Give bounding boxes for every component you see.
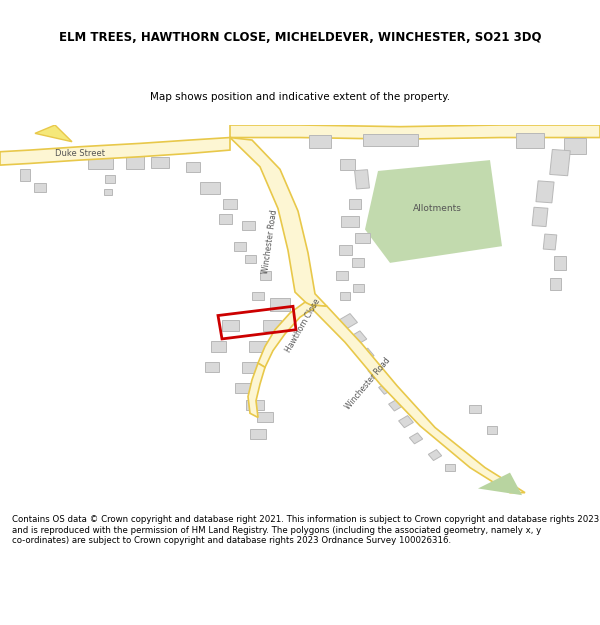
Polygon shape [365,160,502,263]
Polygon shape [245,254,256,263]
Polygon shape [0,138,230,165]
Polygon shape [211,341,226,352]
Polygon shape [234,242,246,251]
Polygon shape [223,199,237,209]
Polygon shape [409,433,422,444]
Polygon shape [35,125,72,142]
Polygon shape [445,464,455,471]
Polygon shape [258,302,315,368]
Text: Hawthorn Close: Hawthorn Close [284,297,322,354]
Polygon shape [246,400,264,410]
Polygon shape [252,292,264,301]
Polygon shape [186,162,200,172]
Text: ELM TREES, HAWTHORN CLOSE, MICHELDEVER, WINCHESTER, SO21 3DQ: ELM TREES, HAWTHORN CLOSE, MICHELDEVER, … [59,31,541,44]
Polygon shape [353,284,364,292]
Polygon shape [532,208,548,227]
Polygon shape [349,331,367,345]
Polygon shape [230,138,327,306]
Polygon shape [235,383,253,393]
Polygon shape [349,199,361,209]
Polygon shape [336,271,348,280]
Polygon shape [398,416,413,428]
Polygon shape [230,125,600,139]
Polygon shape [428,449,442,461]
Polygon shape [564,138,586,154]
Polygon shape [270,298,290,311]
Polygon shape [358,348,374,361]
Polygon shape [309,135,331,148]
Polygon shape [543,234,557,250]
Polygon shape [355,169,370,189]
Text: Allotments: Allotments [413,204,461,213]
Polygon shape [218,214,232,224]
Polygon shape [355,232,370,243]
Polygon shape [469,405,481,413]
Polygon shape [352,258,364,268]
Polygon shape [257,412,273,422]
Polygon shape [550,278,560,289]
Polygon shape [554,256,566,269]
Polygon shape [221,320,239,331]
Polygon shape [487,426,497,434]
Polygon shape [200,182,220,194]
Polygon shape [205,362,219,372]
Polygon shape [478,472,522,495]
Polygon shape [248,363,265,418]
Polygon shape [260,271,271,279]
Polygon shape [20,169,30,181]
Polygon shape [242,362,262,372]
Polygon shape [338,246,352,256]
Text: Winchester Road: Winchester Road [261,209,279,274]
Text: Contains OS data © Crown copyright and database right 2021. This information is : Contains OS data © Crown copyright and d… [12,515,599,545]
Text: Duke Street: Duke Street [55,149,105,158]
Polygon shape [340,159,355,170]
Polygon shape [308,304,525,492]
Polygon shape [379,382,394,394]
Polygon shape [249,341,271,352]
Polygon shape [34,184,46,192]
Polygon shape [362,134,418,146]
Polygon shape [250,429,266,439]
Polygon shape [341,216,359,226]
Polygon shape [389,399,403,411]
Polygon shape [550,149,570,176]
Polygon shape [340,292,350,301]
Text: Winchester Road: Winchester Road [344,356,392,412]
Text: Map shows position and indicative extent of the property.: Map shows position and indicative extent… [150,92,450,103]
Polygon shape [105,175,115,184]
Polygon shape [338,314,358,329]
Polygon shape [536,181,554,203]
Polygon shape [241,221,254,230]
Polygon shape [151,157,169,168]
Polygon shape [368,365,384,378]
Polygon shape [104,189,112,195]
Polygon shape [516,132,544,148]
Polygon shape [126,156,144,169]
Polygon shape [88,156,113,169]
Polygon shape [263,320,281,331]
